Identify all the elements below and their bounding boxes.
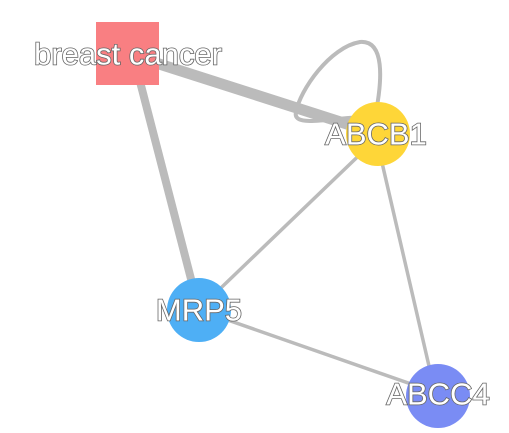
node-breast-cancer-label: breast cancer — [34, 37, 222, 72]
node-mrp5[interactable] — [167, 278, 231, 342]
node-abcc4-label: ABCC4 — [386, 377, 489, 412]
node-abcb1[interactable] — [346, 102, 410, 166]
node-abcb1-label: ABCB1 — [325, 117, 427, 152]
edge-breast-cancer-mrp5 — [133, 68, 202, 308]
node-abcc4[interactable] — [406, 364, 470, 428]
edge-mrp5-abcc4 — [198, 308, 435, 394]
node-abcc4-shape — [406, 364, 470, 428]
label-layer: breast cancer ABCB1 MRP5 ABCC4 — [33, 36, 490, 413]
node-mrp5-label: MRP5 — [156, 293, 242, 328]
node-abcb1-shape — [346, 102, 410, 166]
node-breast-cancer-shape — [96, 22, 159, 85]
edge-layer — [126, 40, 437, 394]
node-breast-cancer[interactable] — [96, 22, 159, 85]
edge-abcb1-self-loop — [293, 40, 383, 123]
node-layer — [96, 22, 470, 428]
edge-abcb1-mrp5 — [197, 139, 376, 311]
node-mrp5-shape — [167, 278, 231, 342]
edge-abcb1-abcc4 — [375, 140, 437, 393]
